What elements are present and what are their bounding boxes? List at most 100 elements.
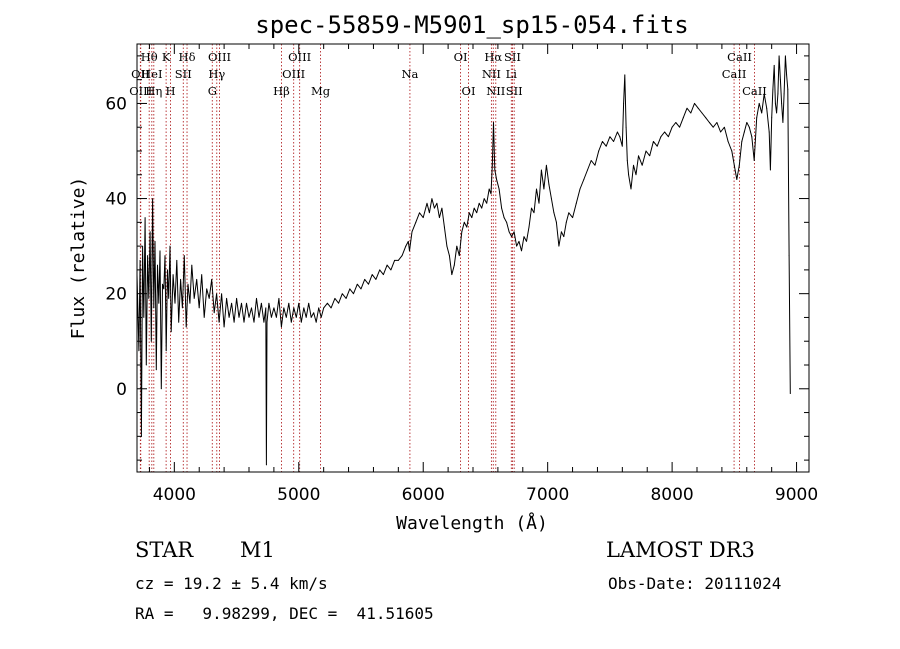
flux-point-168 [536, 188, 537, 190]
flux-point-143 [478, 202, 480, 204]
flux-point-96 [334, 297, 336, 299]
flux-point-158 [511, 236, 513, 238]
coordinates: RA = 9.98299, DEC = 41.51605 [135, 604, 434, 623]
flux-point-119 [415, 221, 417, 223]
flux-point-215 [675, 122, 677, 123]
line-label-20: SII [504, 50, 521, 64]
flux-point-190 [601, 141, 603, 142]
flux-point-60 [246, 302, 247, 304]
line-label-26: CaII [722, 67, 747, 81]
flux-point-82 [295, 316, 297, 318]
object-subclass: M1 [240, 538, 275, 562]
line-label-17: OI [454, 50, 468, 64]
line-label-24: SII [506, 84, 523, 98]
flux-point-49 [218, 321, 220, 323]
flux-point-192 [609, 136, 611, 138]
line-label-10: Hγ [208, 67, 225, 81]
flux-point-133 [453, 264, 455, 266]
flux-point-128 [441, 207, 443, 209]
flux-point-166 [531, 207, 532, 209]
flux-point-134 [456, 245, 458, 247]
flux-point-36 [187, 283, 189, 285]
line-label-18: OI [462, 84, 476, 98]
flux-point-138 [466, 226, 468, 228]
flux-point-103 [360, 288, 362, 290]
flux-point-204 [635, 174, 637, 176]
x-tick-label-0: 4000 [153, 485, 196, 505]
line-label-1: OII [131, 67, 150, 81]
flux-point-235 [743, 131, 745, 133]
flux-point-34 [183, 255, 185, 257]
flux-point-13 [153, 307, 155, 309]
flux-point-252 [777, 93, 779, 95]
flux-point-182 [572, 217, 574, 219]
flux-point-141 [473, 207, 475, 209]
flux-point-41 [198, 307, 200, 309]
axis-ticks [137, 44, 809, 472]
flux-point-8 [147, 255, 149, 257]
flux-point-14 [154, 240, 156, 242]
flux-point-144 [481, 207, 483, 209]
flux-point-231 [733, 164, 735, 166]
flux-point-155 [503, 217, 505, 219]
flux-point-98 [341, 293, 343, 295]
line-label-11: G [208, 84, 217, 98]
x-tick-label-1: 5000 [277, 485, 320, 505]
flux-point-70 [266, 321, 268, 323]
line-label-14: Hβ [273, 84, 290, 98]
flux-point-84 [300, 321, 302, 323]
line-label-9: OIII [208, 50, 231, 64]
flux-point-164 [526, 240, 527, 242]
flux-point-237 [748, 126, 750, 128]
flux-point-12 [152, 198, 154, 200]
flux-point-5 [143, 316, 145, 318]
flux-point-169 [538, 202, 540, 204]
flux-point-153 [498, 188, 500, 190]
flux-point-99 [345, 297, 347, 299]
flux-point-211 [660, 136, 662, 138]
flux-series [136, 55, 791, 466]
flux-point-4 [142, 245, 144, 247]
flux-point-202 [630, 188, 632, 190]
flux-point-162 [521, 250, 522, 252]
flux-point-79 [288, 302, 290, 304]
flux-point-198 [624, 74, 626, 76]
flux-point-110 [386, 264, 388, 266]
flux-point-246 [769, 169, 771, 171]
flux-point-240 [756, 117, 758, 119]
flux-point-203 [633, 164, 634, 166]
flux-point-256 [782, 122, 784, 123]
flux-point-54 [231, 302, 233, 304]
observation-date: Obs-Date: 20111024 [608, 574, 782, 593]
object-class: STAR [135, 538, 194, 562]
flux-point-121 [422, 217, 424, 219]
flux-point-115 [405, 245, 407, 247]
line-label-2: OIII [129, 84, 152, 98]
flux-point-243 [763, 93, 765, 95]
flux-point-165 [528, 226, 530, 228]
flux-point-129 [443, 226, 445, 228]
flux-point-214 [671, 126, 673, 128]
flux-point-183 [575, 202, 577, 204]
flux-point-160 [516, 245, 518, 247]
y-axis-label: Flux (relative) [68, 177, 89, 340]
flux-point-147 [488, 188, 490, 190]
flux-point-69 [265, 464, 267, 466]
flux-point-194 [616, 131, 618, 133]
flux-point-61 [248, 316, 250, 318]
flux-point-232 [736, 179, 738, 180]
line-label-25: CaII [727, 50, 752, 64]
flux-point-94 [326, 302, 328, 304]
flux-point-188 [594, 164, 596, 166]
flux-point-2 [139, 259, 141, 261]
flux-point-178 [560, 231, 562, 233]
flux-point-72 [270, 316, 272, 318]
flux-point-205 [638, 155, 639, 157]
line-label-8: Hδ [179, 50, 196, 64]
flux-point-87 [308, 302, 310, 304]
flux-point-90 [315, 321, 317, 323]
plot-frame [136, 43, 810, 473]
flux-point-229 [727, 141, 729, 142]
flux-point-131 [448, 255, 450, 257]
